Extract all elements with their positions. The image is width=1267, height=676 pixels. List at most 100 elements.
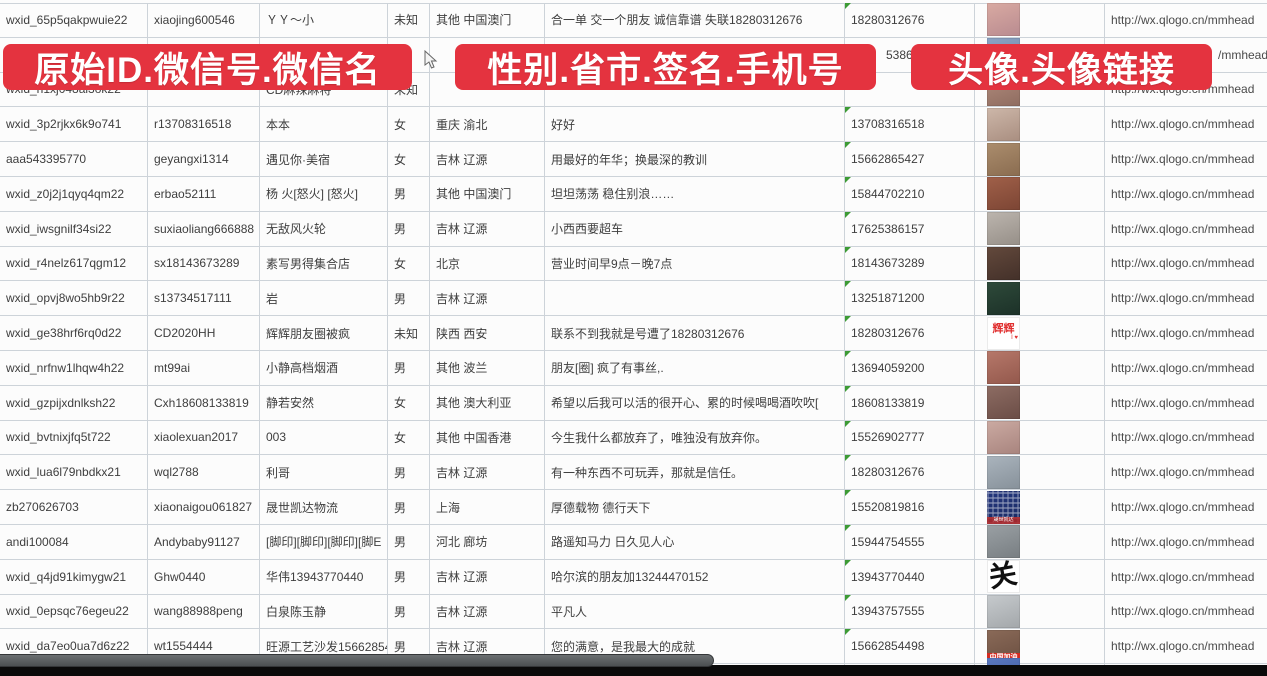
cell-wxid[interactable]: wxid_iwsgnilf34si22 — [0, 211, 148, 246]
cell-wxid[interactable]: aaa543395770 — [0, 142, 148, 176]
cell-wxid[interactable]: wxid_opvj8wo5hb9r22 — [0, 281, 148, 316]
cell-region[interactable]: 陕西 西安 — [430, 316, 545, 350]
cell-gender[interactable]: 女 — [388, 107, 430, 142]
cell-signature[interactable]: 好好 — [545, 107, 845, 142]
cell-signature[interactable]: 今生我什么都放弃了，唯独没有放弃你。 — [545, 420, 845, 455]
cell-phone[interactable]: 15662865427 — [845, 142, 975, 176]
cell-signature[interactable]: 联系不到我就是号遭了18280312676 — [545, 316, 845, 350]
cell-gender[interactable]: 男 — [388, 281, 430, 316]
cell-name[interactable]: 无敌风火轮 — [260, 211, 388, 246]
cell-phone[interactable]: 13694059200 — [845, 351, 975, 385]
cell-weixin-id[interactable]: xiaolexuan2017 — [148, 420, 260, 455]
cell-signature[interactable] — [545, 281, 845, 316]
cell-region[interactable]: 吉林 辽源 — [430, 211, 545, 246]
cell-avatar[interactable]: 晟世凯达 — [975, 490, 1105, 524]
cell-signature[interactable]: 希望以后我可以活的很开心、累的时候喝喝酒吹吹[ — [545, 385, 845, 420]
cell-signature[interactable]: 哈尔滨的朋友加13244470152 — [545, 559, 845, 594]
cell-phone[interactable]: 17625386157 — [845, 211, 975, 246]
cell-gender[interactable]: 男 — [388, 559, 430, 594]
cell-region[interactable]: 北京 — [430, 246, 545, 281]
cell-signature[interactable]: 营业时间早9点－晚7点 — [545, 246, 845, 281]
cell-link[interactable]: http://wx.qlogo.cn/mmhead — [1111, 534, 1255, 549]
cell-signature[interactable]: 小西西要超车 — [545, 211, 845, 246]
cell-avatar[interactable] — [975, 455, 1105, 490]
cell-link[interactable]: http://wx.qlogo.cn/mmhead — [1111, 152, 1255, 167]
cell-wxid[interactable]: wxid_r4nelz617qgm12 — [0, 246, 148, 281]
cell-region[interactable]: 其他 中国香港 — [430, 420, 545, 455]
cell-link[interactable]: http://wx.qlogo.cn/mmhead — [1111, 639, 1255, 654]
cell-phone[interactable]: 18280312676 — [845, 316, 975, 350]
cell-signature[interactable]: 合一单 交一个朋友 诚信靠谱 失联18280312676 — [545, 3, 845, 37]
cell-wxid[interactable]: andi100084 — [0, 525, 148, 559]
cell-link[interactable]: http://wx.qlogo.cn/mmhead — [1111, 117, 1255, 132]
cell-avatar[interactable] — [975, 3, 1105, 37]
cell-signature[interactable]: 厚德载物 德行天下 — [545, 490, 845, 524]
cell-region[interactable]: 其他 中国澳门 — [430, 3, 545, 37]
cell-name[interactable]: 杨 火[怒火] [怒火] — [260, 177, 388, 211]
cell-gender[interactable]: 男 — [388, 525, 430, 559]
cell-wxid[interactable]: wxid_3p2rjkx6k9o741 — [0, 107, 148, 142]
cell-avatar[interactable] — [975, 594, 1105, 629]
cell-weixin-id[interactable]: r13708316518 — [148, 107, 260, 142]
cell-region[interactable]: 其他 澳大利亚 — [430, 385, 545, 420]
cell-gender[interactable]: 女 — [388, 142, 430, 176]
cell-weixin-id[interactable]: erbao52111 — [148, 177, 260, 211]
cell-avatar[interactable] — [975, 142, 1105, 176]
cell-avatar[interactable] — [975, 385, 1105, 420]
cell-link[interactable]: http://wx.qlogo.cn/mmhead — [1111, 186, 1255, 201]
cell-weixin-id[interactable]: mt99ai — [148, 351, 260, 385]
cell-phone[interactable]: 13943757555 — [845, 594, 975, 629]
cell-link[interactable]: http://wx.qlogo.cn/mmhead — [1111, 256, 1255, 271]
cell-name[interactable]: 旺源工艺沙发15662854 — [260, 629, 388, 664]
cell-region[interactable]: 吉林 辽源 — [430, 559, 545, 594]
cell-name[interactable]: 小静高档烟酒 — [260, 351, 388, 385]
cell-link[interactable]: http://wx.qlogo.cn/mmhead — [1111, 430, 1255, 445]
cell-phone[interactable]: 15662854498 — [845, 629, 975, 664]
cell-region[interactable]: 吉林 辽源 — [430, 594, 545, 629]
cell-region[interactable]: 吉林 辽源 — [430, 455, 545, 490]
cell-link[interactable]: http://wx.qlogo.cn/mmhead — [1111, 500, 1255, 515]
cell-avatar[interactable] — [975, 177, 1105, 211]
cell-phone[interactable]: 15520819816 — [845, 490, 975, 524]
cell-gender[interactable]: 男 — [388, 490, 430, 524]
cell-avatar[interactable] — [975, 211, 1105, 246]
cell-phone[interactable]: 13251871200 — [845, 281, 975, 316]
cell-wxid[interactable]: wxid_lua6l79nbdkx21 — [0, 455, 148, 490]
cell-weixin-id[interactable]: Cxh18608133819 — [148, 385, 260, 420]
cell-weixin-id[interactable]: sx18143673289 — [148, 246, 260, 281]
cell-name[interactable]: 静若安然 — [260, 385, 388, 420]
cell-gender[interactable]: 女 — [388, 420, 430, 455]
cell-name[interactable]: 华伟13943770440 — [260, 559, 388, 594]
cell-name[interactable]: 辉辉朋友圈被疯 — [260, 316, 388, 350]
cell-weixin-id[interactable]: wang88988peng — [148, 594, 260, 629]
cell-signature[interactable]: 有一种东西不可玩弄，那就是信任。 — [545, 455, 845, 490]
cell-wxid[interactable]: wxid_q4jd91kimygw21 — [0, 559, 148, 594]
cell-wxid[interactable]: wxid_65p5qakpwuie22 — [0, 3, 148, 37]
cell-avatar[interactable] — [975, 525, 1105, 559]
cell-weixin-id[interactable]: suxiaoliang666888 — [148, 211, 260, 246]
cell-gender[interactable]: 男 — [388, 629, 430, 664]
cell-wxid[interactable]: wxid_z0j2j1qyq4qm22 — [0, 177, 148, 211]
cell-signature[interactable]: 平凡人 — [545, 594, 845, 629]
cell-weixin-id[interactable]: xiaojing600546 — [148, 3, 260, 37]
cell-wxid[interactable]: wxid_gzpijxdnlksh22 — [0, 385, 148, 420]
cell-gender[interactable]: 男 — [388, 211, 430, 246]
cell-link[interactable]: http://wx.qlogo.cn/mmhead — [1111, 12, 1255, 27]
cell-avatar[interactable] — [975, 246, 1105, 281]
cell-name[interactable]: ＹＹ～小 — [260, 3, 388, 37]
cell-wxid[interactable]: wxid_nrfnw1lhqw4h22 — [0, 351, 148, 385]
cell-gender[interactable]: 男 — [388, 594, 430, 629]
cell-name[interactable]: 素写男得集合店 — [260, 246, 388, 281]
cell-name[interactable]: 晟世凯达物流 — [260, 490, 388, 524]
cell-phone[interactable]: 15526902777 — [845, 420, 975, 455]
cell-name[interactable]: 本本 — [260, 107, 388, 142]
cell-region[interactable]: 其他 中国澳门 — [430, 177, 545, 211]
cell-link[interactable]: http://wx.qlogo.cn/mmhead — [1111, 604, 1255, 619]
cell-avatar[interactable]: 辉辉 I ♥ — [975, 316, 1105, 350]
cell-phone[interactable]: 15844702210 — [845, 177, 975, 211]
cell-name[interactable]: 白泉陈玉静 — [260, 594, 388, 629]
cell-region[interactable]: 吉林 辽源 — [430, 281, 545, 316]
cell-gender[interactable]: 男 — [388, 177, 430, 211]
cell-gender[interactable]: 男 — [388, 455, 430, 490]
cell-region[interactable]: 河北 廊坊 — [430, 525, 545, 559]
